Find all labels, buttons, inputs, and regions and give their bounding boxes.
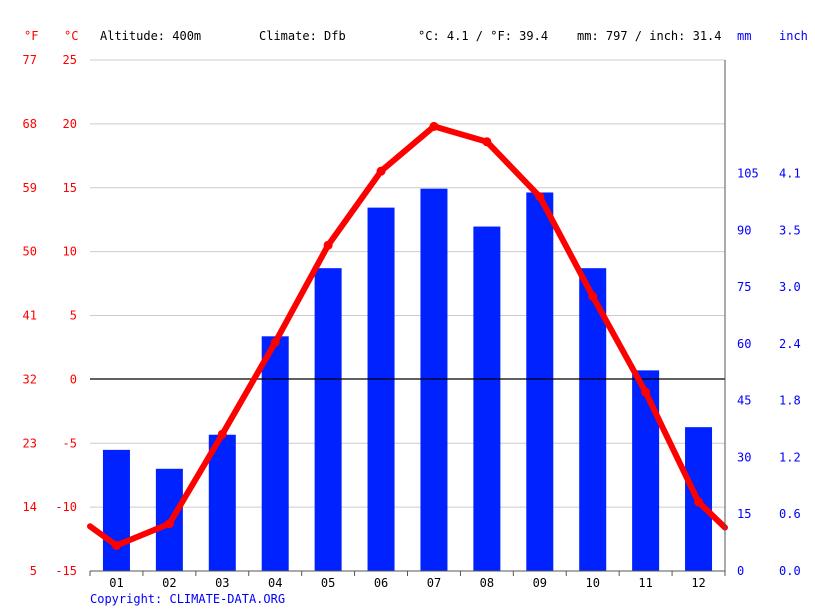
fahrenheit-tick-label: 68 [23,117,37,131]
precipitation-bar [261,336,289,571]
month-tick-label: 01 [109,576,123,590]
inch-tick-label: 0.6 [779,507,801,521]
inch-tick-label: 1.2 [779,450,801,464]
fahrenheit-tick-label: 32 [23,372,37,386]
axes [89,60,726,576]
temperature-point [588,291,598,301]
month-tick-label: 03 [215,576,229,590]
inch-tick-label: 0.0 [779,564,801,578]
mm-tick-label: 105 [737,167,759,181]
temperature-point [217,429,227,439]
precipitation-bars [102,188,713,571]
precipitation-bar [208,434,236,571]
month-tick-label: 07 [427,576,441,590]
celsius-tick-label: 10 [63,245,77,259]
temperature-point [376,166,386,176]
month-tick-label: 04 [268,576,282,590]
inch-tick-label: 2.4 [779,337,801,351]
celsius-tick-label: 20 [63,117,77,131]
fahrenheit-tick-label: 5 [30,564,37,578]
temperature-point [694,497,704,507]
mm-tick-label: 15 [737,507,751,521]
temperature-point [111,540,121,550]
precipitation-bar [473,226,501,571]
temperature-point [641,387,651,397]
inch-tick-label: 1.8 [779,394,801,408]
mm-tick-label: 90 [737,223,751,237]
temperature-point [482,137,492,147]
precipitation-bar [632,370,660,571]
temperature-point [535,192,545,202]
fahrenheit-tick-label: 50 [23,245,37,259]
climate-label: Climate: Dfb [259,29,346,43]
month-tick-label: 11 [638,576,652,590]
precipitation-bar [102,449,130,571]
temperature-point [323,240,333,250]
fahrenheit-tick-label: 14 [23,500,37,514]
inch-tick-label: 3.5 [779,223,801,237]
celsius-tick-label: 5 [70,309,77,323]
fahrenheit-tick-label: 23 [23,436,37,450]
month-tick-label: 06 [374,576,388,590]
precipitation-bar [367,207,395,571]
mm-tick-label: 75 [737,280,751,294]
mm-tick-label: 30 [737,450,751,464]
precipitation-bar [420,188,448,571]
precipitation-bar [314,268,342,571]
inch-tick-label: 4.1 [779,167,801,181]
month-tick-label: 02 [162,576,176,590]
month-tick-label: 10 [585,576,599,590]
average-temperature: °C: 4.1 / °F: 39.4 [418,29,548,43]
gridlines [90,59,725,508]
mm-tick-label: 60 [737,337,751,351]
altitude-label: Altitude: 400m [100,29,201,43]
unit-inch: inch [779,29,808,43]
unit-mm: mm [737,29,751,43]
precipitation-total: mm: 797 / inch: 31.4 [577,29,722,43]
month-tick-label: 05 [321,576,335,590]
inch-tick-label: 3.0 [779,280,801,294]
celsius-tick-label: 25 [63,53,77,67]
celsius-tick-label: -10 [55,500,77,514]
temperature-point [164,519,174,529]
temperature-point [270,337,280,347]
celsius-tick-label: -5 [63,436,77,450]
precipitation-bar [526,192,554,571]
celsius-tick-label: 15 [63,181,77,195]
month-tick-label: 09 [533,576,547,590]
fahrenheit-tick-label: 77 [23,53,37,67]
mm-tick-label: 0 [737,564,744,578]
celsius-tick-label: -15 [55,564,77,578]
temperature-line [87,121,728,550]
unit-celsius: °C [64,29,78,43]
fahrenheit-tick-label: 59 [23,181,37,195]
celsius-tick-label: 0 [70,372,77,386]
month-tick-label: 12 [691,576,705,590]
copyright-link[interactable]: Copyright: CLIMATE-DATA.ORG [90,592,285,606]
month-tick-label: 08 [480,576,494,590]
temperature-point [429,121,439,131]
mm-tick-label: 45 [737,394,751,408]
unit-fahrenheit: °F [24,29,38,43]
fahrenheit-tick-label: 41 [23,309,37,323]
temperature-polyline [87,123,728,549]
